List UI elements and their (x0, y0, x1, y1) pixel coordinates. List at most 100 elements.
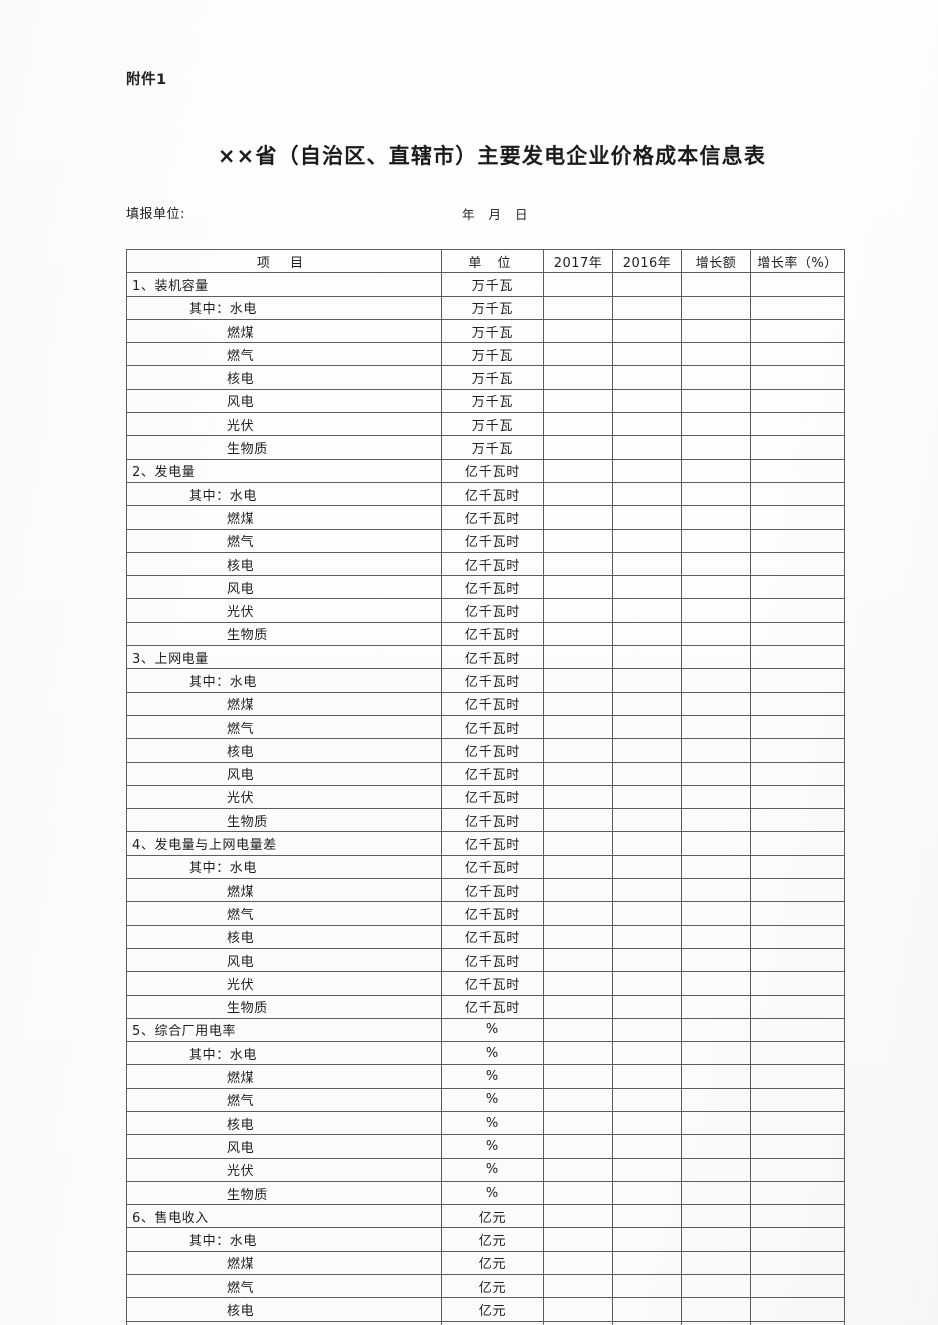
cell-year-current[interactable] (543, 691, 613, 716)
cell-growth-amount[interactable] (681, 714, 751, 740)
cell-growth-amount[interactable] (681, 1087, 751, 1112)
cell-growth-amount[interactable] (681, 272, 751, 297)
cell-year-previous[interactable] (612, 481, 682, 507)
cell-growth-rate[interactable] (750, 1157, 845, 1182)
cell-growth-rate[interactable] (750, 1041, 845, 1066)
cell-growth-rate[interactable] (750, 435, 845, 460)
cell-growth-amount[interactable] (681, 1320, 751, 1325)
cell-growth-rate[interactable] (750, 714, 845, 740)
cell-year-current[interactable] (543, 412, 613, 437)
cell-year-previous[interactable] (612, 598, 682, 623)
cell-growth-amount[interactable] (681, 808, 751, 833)
cell-year-previous[interactable] (612, 971, 682, 996)
cell-growth-rate[interactable] (750, 784, 845, 810)
cell-growth-rate[interactable] (750, 854, 845, 880)
cell-year-previous[interactable] (612, 342, 682, 367)
cell-growth-rate[interactable] (750, 528, 845, 553)
cell-growth-rate[interactable] (750, 318, 845, 344)
cell-year-previous[interactable] (612, 1157, 682, 1182)
cell-year-current[interactable] (543, 994, 613, 1019)
cell-growth-rate[interactable] (750, 295, 845, 320)
cell-year-current[interactable] (543, 714, 613, 740)
cell-growth-amount[interactable] (681, 1041, 751, 1066)
cell-year-previous[interactable] (612, 575, 682, 600)
cell-year-previous[interactable] (612, 901, 682, 926)
cell-growth-amount[interactable] (681, 878, 751, 903)
cell-growth-rate[interactable] (750, 1110, 845, 1136)
cell-growth-amount[interactable] (681, 784, 751, 810)
cell-growth-amount[interactable] (681, 1110, 751, 1136)
cell-year-current[interactable] (543, 528, 613, 553)
cell-growth-amount[interactable] (681, 1297, 751, 1322)
cell-year-current[interactable] (543, 318, 613, 344)
cell-growth-amount[interactable] (681, 388, 751, 414)
cell-year-current[interactable] (543, 388, 613, 414)
cell-year-previous[interactable] (612, 994, 682, 1019)
cell-year-previous[interactable] (612, 668, 682, 693)
cell-year-previous[interactable] (612, 1041, 682, 1066)
cell-year-previous[interactable] (612, 1064, 682, 1089)
cell-growth-amount[interactable] (681, 738, 751, 763)
cell-year-previous[interactable] (612, 1134, 682, 1159)
cell-year-current[interactable] (543, 365, 613, 390)
cell-growth-amount[interactable] (681, 924, 751, 949)
cell-year-current[interactable] (543, 458, 613, 483)
cell-year-current[interactable] (543, 1017, 613, 1043)
cell-year-previous[interactable] (612, 714, 682, 740)
cell-growth-amount[interactable] (681, 854, 751, 880)
cell-year-previous[interactable] (612, 1017, 682, 1043)
cell-year-previous[interactable] (612, 1227, 682, 1252)
cell-year-previous[interactable] (612, 528, 682, 553)
cell-growth-rate[interactable] (750, 505, 845, 530)
cell-year-current[interactable] (543, 854, 613, 880)
cell-year-previous[interactable] (612, 1087, 682, 1112)
cell-year-previous[interactable] (612, 621, 682, 647)
cell-growth-rate[interactable] (750, 272, 845, 297)
cell-year-previous[interactable] (612, 831, 682, 856)
cell-year-current[interactable] (543, 1297, 613, 1322)
cell-year-current[interactable] (543, 1227, 613, 1252)
cell-year-current[interactable] (543, 808, 613, 833)
cell-year-current[interactable] (543, 1041, 613, 1066)
cell-growth-amount[interactable] (681, 575, 751, 600)
cell-growth-amount[interactable] (681, 761, 751, 786)
cell-year-current[interactable] (543, 645, 613, 670)
cell-year-current[interactable] (543, 1110, 613, 1136)
cell-year-current[interactable] (543, 1320, 613, 1325)
cell-year-current[interactable] (543, 1087, 613, 1112)
cell-growth-amount[interactable] (681, 947, 751, 973)
cell-year-current[interactable] (543, 1064, 613, 1089)
cell-growth-amount[interactable] (681, 901, 751, 926)
cell-growth-rate[interactable] (750, 947, 845, 973)
cell-year-current[interactable] (543, 1134, 613, 1159)
cell-year-current[interactable] (543, 831, 613, 856)
cell-growth-rate[interactable] (750, 388, 845, 414)
cell-year-previous[interactable] (612, 784, 682, 810)
cell-growth-amount[interactable] (681, 1227, 751, 1252)
cell-growth-amount[interactable] (681, 458, 751, 483)
cell-year-previous[interactable] (612, 1297, 682, 1322)
cell-growth-rate[interactable] (750, 691, 845, 716)
cell-growth-amount[interactable] (681, 1134, 751, 1159)
cell-growth-amount[interactable] (681, 1064, 751, 1089)
cell-growth-rate[interactable] (750, 994, 845, 1019)
cell-growth-amount[interactable] (681, 1017, 751, 1043)
cell-year-previous[interactable] (612, 1274, 682, 1299)
cell-growth-rate[interactable] (750, 1320, 845, 1325)
cell-growth-amount[interactable] (681, 342, 751, 367)
cell-year-previous[interactable] (612, 388, 682, 414)
cell-growth-amount[interactable] (681, 412, 751, 437)
cell-growth-amount[interactable] (681, 295, 751, 320)
cell-year-previous[interactable] (612, 924, 682, 949)
cell-year-previous[interactable] (612, 947, 682, 973)
cell-year-current[interactable] (543, 924, 613, 949)
cell-year-previous[interactable] (612, 272, 682, 297)
cell-year-previous[interactable] (612, 645, 682, 670)
cell-growth-rate[interactable] (750, 342, 845, 367)
cell-year-current[interactable] (543, 878, 613, 903)
cell-year-current[interactable] (543, 761, 613, 786)
cell-year-previous[interactable] (612, 1110, 682, 1136)
cell-growth-rate[interactable] (750, 645, 845, 670)
cell-growth-rate[interactable] (750, 1017, 845, 1043)
cell-year-previous[interactable] (612, 1180, 682, 1206)
